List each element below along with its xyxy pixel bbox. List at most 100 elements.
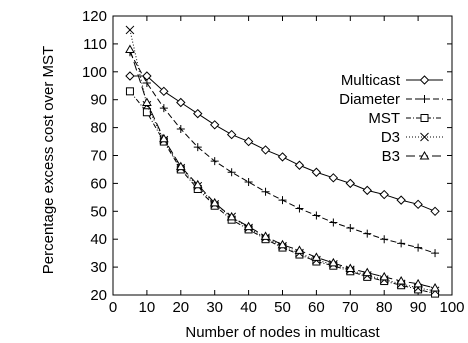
data-point-diamond — [294, 160, 305, 170]
legend-item: B3 — [382, 148, 443, 165]
data-point-plus — [431, 249, 440, 258]
data-point-diamond — [277, 152, 288, 162]
legend-label: B3 — [382, 148, 400, 165]
legend: Multicast Diameter MST D3 B3 — [339, 72, 443, 165]
data-point-plus — [244, 178, 253, 187]
data-point-triangle — [209, 197, 220, 207]
legend-label: Diameter — [339, 91, 400, 108]
data-point-plus — [278, 196, 287, 205]
data-point-diamond — [176, 97, 186, 108]
data-point-diamond — [396, 195, 406, 205]
y-tick-label: 110 — [83, 36, 107, 53]
data-point-triangle — [175, 161, 186, 171]
data-point-plus — [193, 143, 202, 152]
data-point-plus — [363, 229, 372, 238]
data-point-diamond — [345, 178, 356, 189]
data-point-diamond — [209, 120, 220, 130]
axis-ticks: 0 10 20 30 40 50 60 70 80 90 100 20 30 40 50 60 70 80 90 10… — [82, 8, 465, 316]
series-diameter — [125, 48, 440, 258]
data-point-plus — [312, 211, 321, 220]
data-point-cross — [125, 25, 135, 35]
data-point-square — [125, 87, 134, 96]
data-point-diamond — [328, 173, 339, 183]
legend-label: MST — [368, 110, 400, 127]
y-tick-label: 30 — [90, 259, 107, 276]
x-tick-label: 10 — [139, 299, 156, 316]
data-point-triangle — [413, 278, 423, 288]
data-point-plus — [295, 204, 304, 213]
data-point-cross — [420, 132, 429, 142]
x-tick-label: 70 — [342, 299, 359, 316]
legend-item: D3 — [381, 129, 443, 146]
data-point-plus — [420, 95, 429, 103]
x-tick-label: 20 — [172, 299, 189, 316]
data-point-diamond — [379, 189, 389, 200]
legend-label: Multicast — [341, 72, 401, 89]
y-tick-label: 90 — [90, 92, 107, 109]
data-point-triangle — [260, 231, 271, 240]
data-point-square — [142, 108, 151, 117]
data-point-triangle — [430, 283, 440, 292]
data-point-diamond — [430, 206, 440, 217]
data-point-triangle — [419, 150, 430, 160]
data-point-diamond — [311, 167, 322, 177]
data-point-diamond — [362, 185, 372, 196]
data-point-diamond — [193, 108, 203, 119]
data-point-diamond — [159, 86, 169, 97]
data-point-diamond — [419, 75, 430, 85]
data-point-plus — [414, 243, 423, 252]
legend-item: Multicast — [341, 72, 443, 89]
series-layer — [125, 25, 440, 298]
x-tick-label: 80 — [376, 299, 393, 316]
data-point-triangle — [192, 179, 203, 189]
y-tick-label: 20 — [90, 287, 107, 304]
x-tick-label: 100 — [439, 299, 464, 316]
y-tick-label: 60 — [90, 175, 107, 192]
x-axis-label: Number of nodes in multicast — [185, 324, 380, 341]
y-tick-label: 40 — [90, 231, 107, 248]
data-point-diamond — [226, 129, 237, 140]
data-point-plus — [176, 124, 185, 133]
legend-item: Diameter — [339, 91, 443, 108]
data-point-triangle — [158, 133, 169, 143]
data-point-triangle — [379, 271, 390, 281]
data-point-diamond — [260, 145, 271, 155]
data-point-plus — [380, 235, 389, 244]
x-tick-label: 0 — [109, 299, 117, 316]
x-tick-label: 40 — [240, 299, 257, 316]
legend-label: D3 — [381, 129, 400, 146]
data-point-diamond — [243, 136, 254, 147]
y-tick-label: 100 — [82, 64, 107, 81]
data-point-triangle — [125, 44, 135, 53]
x-tick-label: 60 — [308, 299, 325, 316]
y-tick-label: 70 — [90, 148, 107, 165]
data-point-plus — [159, 104, 168, 113]
y-tick-label: 50 — [90, 203, 107, 220]
data-point-plus — [227, 168, 236, 177]
data-point-triangle — [243, 221, 254, 231]
data-point-triangle — [345, 263, 356, 272]
data-point-triangle — [142, 97, 152, 106]
data-point-triangle — [294, 245, 305, 254]
data-point-triangle — [396, 276, 407, 285]
data-point-triangle — [277, 239, 288, 249]
data-point-square — [420, 114, 429, 122]
series-b3 — [125, 44, 440, 292]
x-tick-label: 90 — [410, 299, 427, 316]
data-point-triangle — [328, 257, 339, 267]
data-point-plus — [329, 218, 338, 227]
x-tick-label: 50 — [274, 299, 291, 316]
y-tick-label: 120 — [82, 8, 107, 25]
data-point-plus — [346, 224, 355, 233]
data-point-plus — [261, 187, 270, 196]
y-axis-label: Percentage excess cost over MST — [40, 46, 57, 274]
data-point-triangle — [362, 267, 373, 277]
data-point-diamond — [125, 71, 135, 81]
data-point-triangle — [226, 211, 237, 221]
data-point-diamond — [413, 199, 423, 210]
data-point-plus — [397, 239, 406, 248]
legend-item: MST — [368, 110, 443, 127]
series-multicast — [125, 71, 440, 217]
y-tick-label: 80 — [90, 120, 107, 137]
